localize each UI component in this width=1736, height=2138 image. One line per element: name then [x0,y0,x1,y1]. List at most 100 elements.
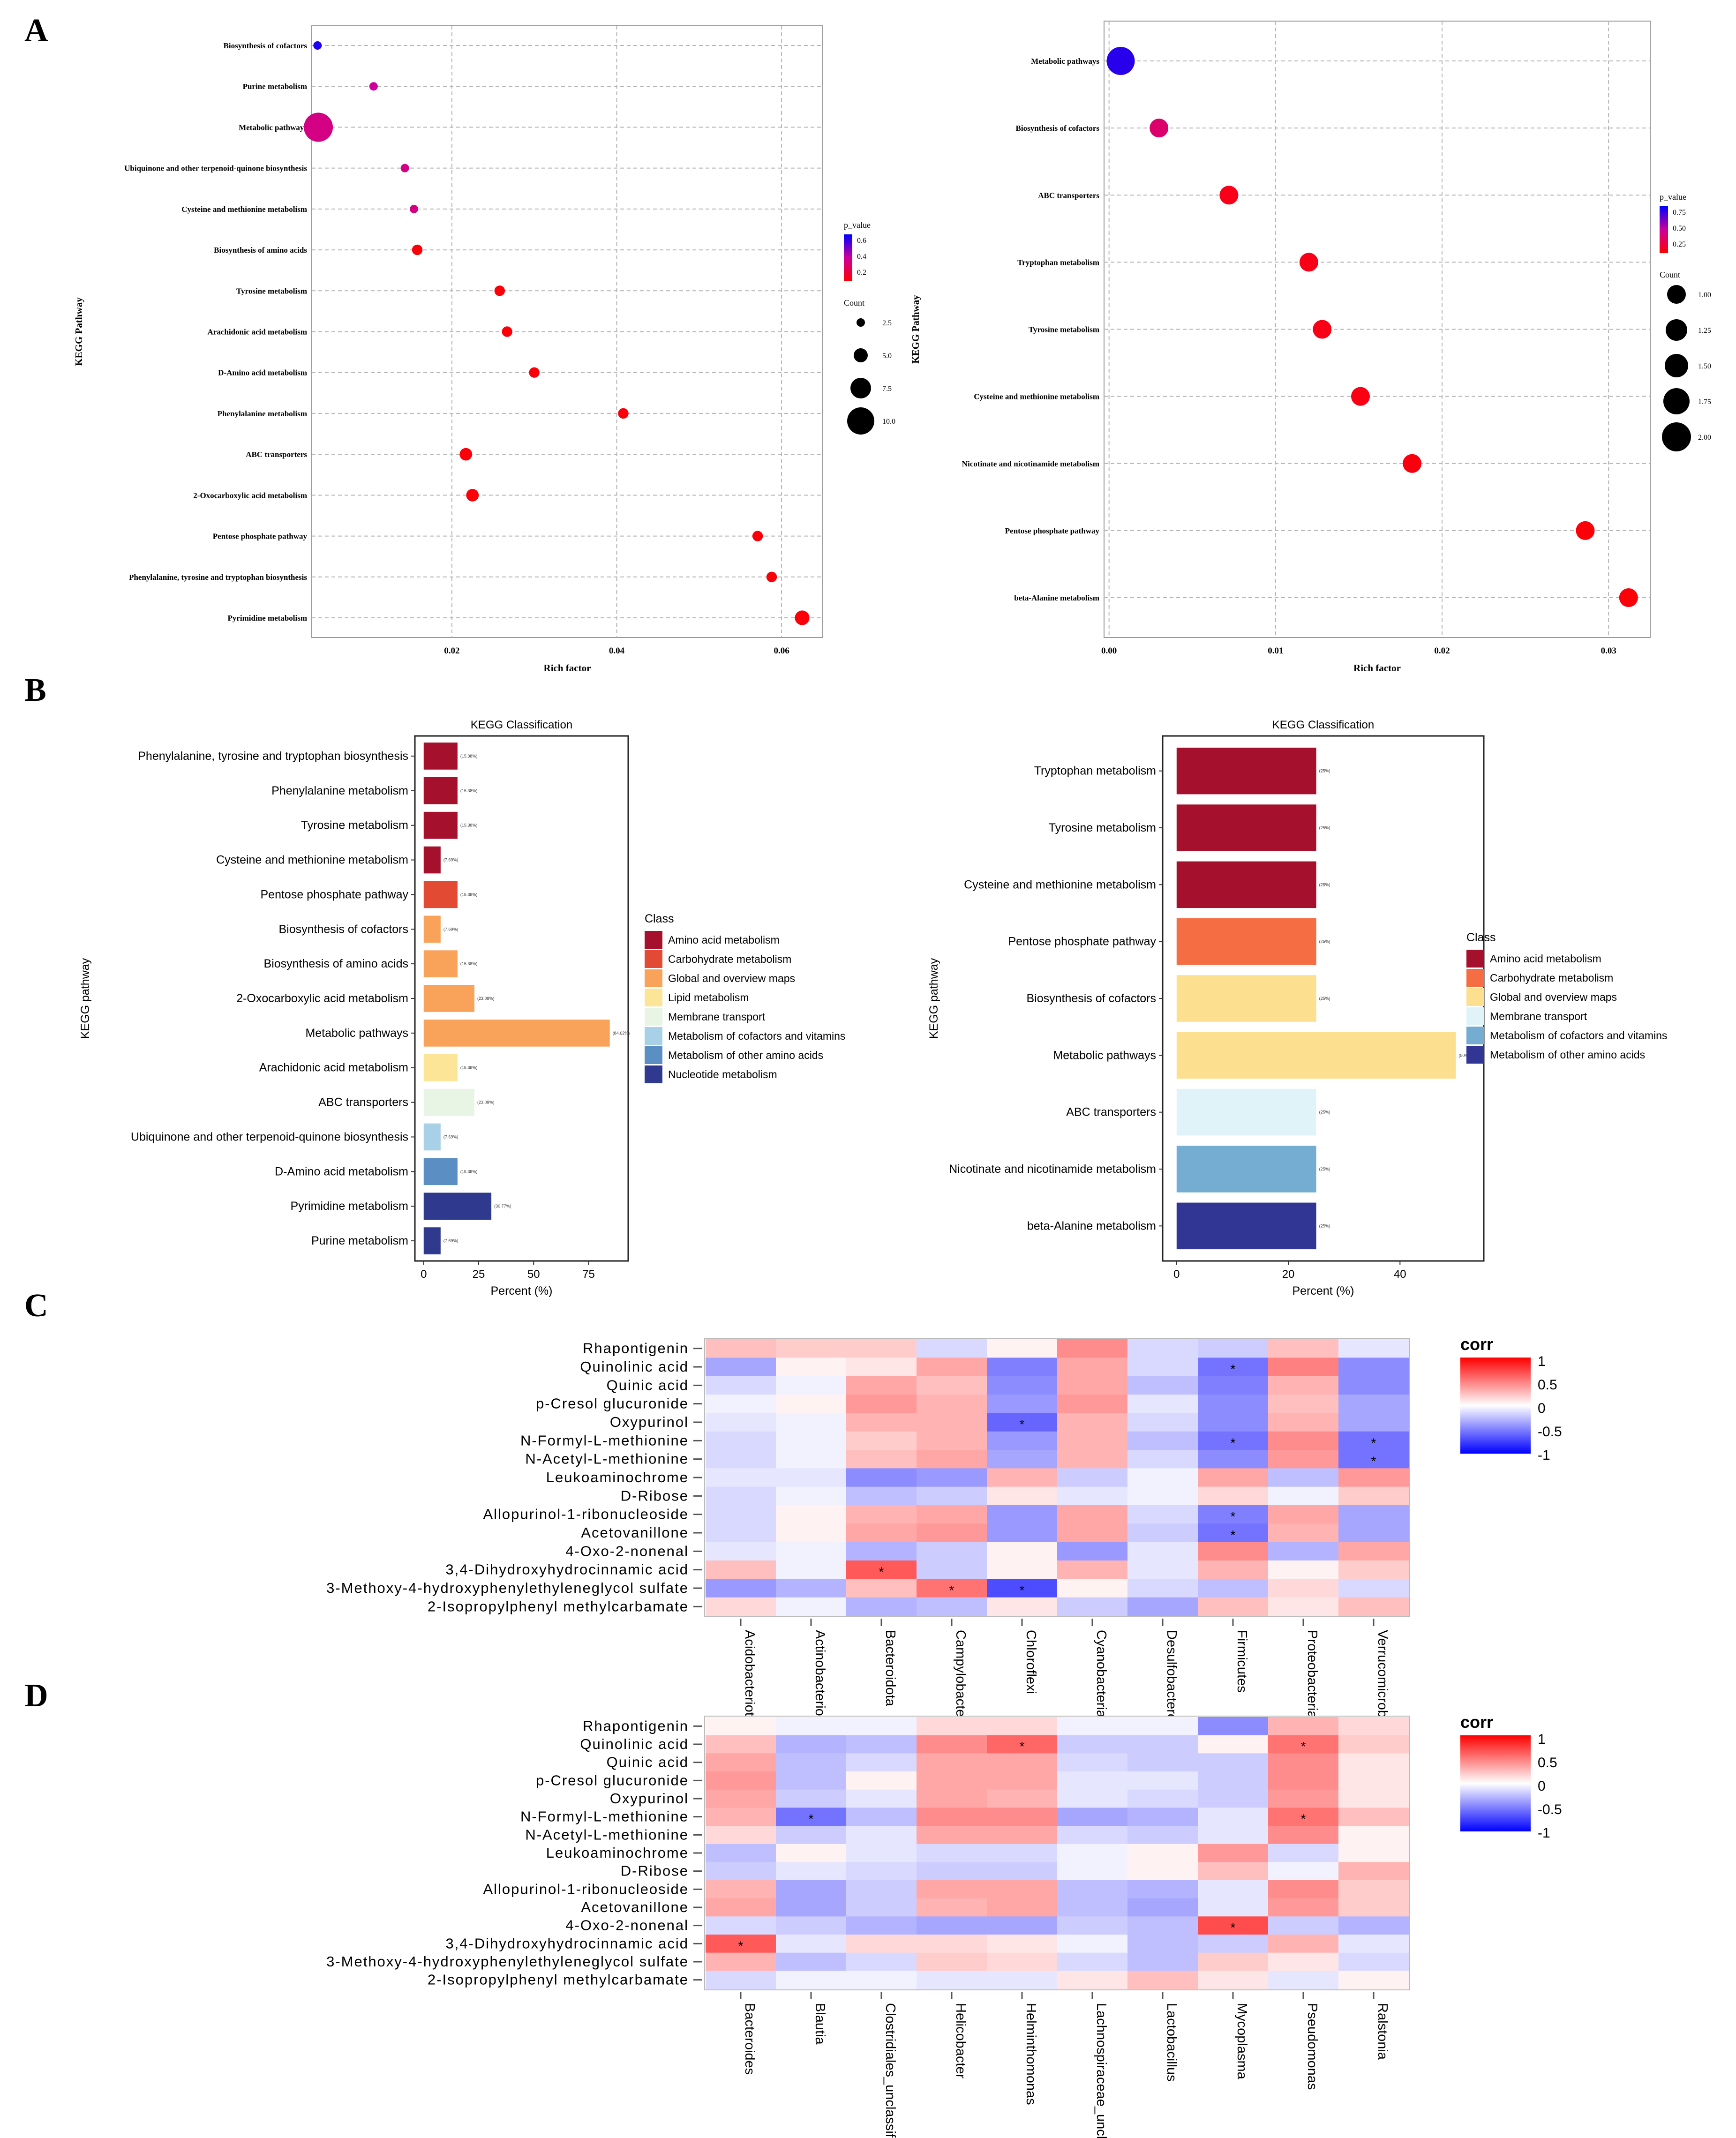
corr-legend-tick: -1 [1538,1825,1550,1841]
heatmap-cell [987,1597,1058,1616]
heatmap-cell [1268,1523,1339,1543]
row-label: N-Formyl-L-methionine [520,1808,689,1825]
y-tick-label: ABC transporters [1038,191,1099,200]
heatmap-cell [776,1771,847,1790]
heatmap-cell [1268,1916,1339,1935]
bar-2-oxocarboxylic-acid-metabolism [423,985,475,1012]
y-tick-label: ABC transporters [246,450,307,459]
corr-legend-tick: 1 [1538,1732,1546,1747]
heatmap-cell [846,1431,917,1450]
heatmap-cell [1268,1395,1339,1413]
x-tick-label: 0.00 [1101,646,1117,656]
dot-biosynthesis-of-cofactors [313,41,322,50]
heatmap-cell [1338,1339,1409,1358]
heatmap-cell [917,1844,987,1862]
count-legend-label: 1.00 [1698,291,1711,299]
y-tick-label: Biosynthesis of cofactors [1016,124,1100,133]
row-label: Leukoaminochrome [546,1845,689,1861]
heatmap-cell [706,1395,776,1413]
pvalue-legend-tick: 0.4 [857,253,866,261]
heatmap-cell [1198,1413,1269,1432]
bar-tryptophan-metabolism [1176,747,1316,795]
heatmap-cell [706,1505,776,1524]
heatmap-cell [917,1486,987,1506]
heatmap-cell [1198,1844,1269,1862]
bar-value-label: (23.08%) [477,1100,495,1105]
heatmap-cell [1057,1450,1128,1469]
panel-letter-d: D [24,1678,48,1714]
heatmap-cell [1198,1486,1269,1506]
column-label: Lactobacillus [1164,2003,1179,2082]
heatmap-cell [1127,1844,1198,1862]
heatmap-cell [776,1916,847,1935]
heatmap-cell [1198,1505,1269,1524]
heatmap-cell [1127,1808,1198,1826]
heatmap-cell [1268,1505,1339,1524]
heatmap-cell [846,1468,917,1487]
bar-value-label: (25%) [1319,882,1330,887]
heatmap-cell [846,1771,917,1790]
y-tick-label: Tyrosine metabolism [301,819,408,832]
x-tick-label: 0.02 [1434,646,1450,656]
row-label: Quinic acid [607,1754,689,1770]
heatmap-cell [1198,1339,1269,1358]
y-tick-label: Ubiquinone and other terpenoid-quinone b… [124,164,307,173]
panel-letter-a: A [24,13,48,49]
y-tick-label: Pentose phosphate pathway [1008,935,1156,948]
heatmap-cell [1338,1413,1409,1432]
x-axis-title: Rich factor [544,662,591,674]
heatmap-cell [1127,1468,1198,1487]
legend-label: Amino acid metabolism [1490,953,1601,965]
y-tick-label: Pentose phosphate pathway [213,532,308,541]
heatmap-cell [706,1735,776,1754]
heatmap-cell [987,1898,1058,1917]
heatmap-cell [1127,1971,1198,1989]
y-tick-label: Cysteine and methionine metabolism [964,878,1156,891]
heatmap-cell [846,1862,917,1881]
heatmap-cell [1198,1358,1269,1377]
bar-value-label: (15.38%) [460,1065,478,1070]
heatmap-cell [846,1579,917,1598]
y-tick-label: beta-Alanine metabolism [1014,593,1099,602]
heatmap-cell [776,1717,847,1736]
row-label: Acetovanillone [581,1899,689,1915]
bar-phenylalanine-tyrosine-and-tryptophan-biosynthesis [423,743,458,770]
heatmap-cell [1338,1826,1409,1845]
heatmap-cell [1198,1880,1269,1899]
significance-mark: * [1231,1920,1236,1935]
heatmap-cell [1127,1450,1198,1469]
heatmap-cell [776,1468,847,1487]
y-tick-label: Phenylalanine, tyrosine and tryptophan b… [129,573,307,582]
heatmap-cell [1268,1935,1339,1953]
heatmap-cell [776,1971,847,1989]
legend-label: Metabolism of cofactors and vitamins [1490,1029,1667,1042]
heatmap-cell [1127,1916,1198,1935]
bar-value-label: (7.69%) [443,858,458,863]
bar-value-label: (15.38%) [460,788,478,793]
heatmap-cell [1268,1486,1339,1506]
pvalue-legend-title: p_value [844,220,871,230]
pvalue-legend-tick: 0.2 [857,269,866,277]
heatmap-cell [917,1880,987,1899]
heatmap-cell [846,1597,917,1616]
bar-biosynthesis-of-amino-acids [423,950,458,977]
heatmap-cell [1057,1753,1128,1772]
corr-legend-tick: 0 [1538,1401,1546,1416]
heatmap-cell [987,1395,1058,1413]
row-label: Oxypurinol [610,1790,689,1807]
y-tick-label: Phenylalanine, tyrosine and tryptophan b… [138,750,408,763]
heatmap-cell [1198,1898,1269,1917]
heatmap-cell [1057,1468,1128,1487]
heatmap-cell [846,1505,917,1524]
heatmap-cell [987,1339,1058,1358]
dot-pentose-phosphate-pathway [1576,521,1595,540]
heatmap-cell [1057,1826,1128,1845]
count-legend-dot [1662,422,1691,451]
significance-mark: * [738,1938,744,1953]
heatmap-cell [776,1862,847,1881]
heatmap-cell [1198,1717,1269,1736]
row-label: Acetovanillone [581,1524,689,1541]
heatmap-cell [706,1468,776,1487]
heatmap-cell [706,1486,776,1506]
heatmap-cell [1198,1808,1269,1826]
